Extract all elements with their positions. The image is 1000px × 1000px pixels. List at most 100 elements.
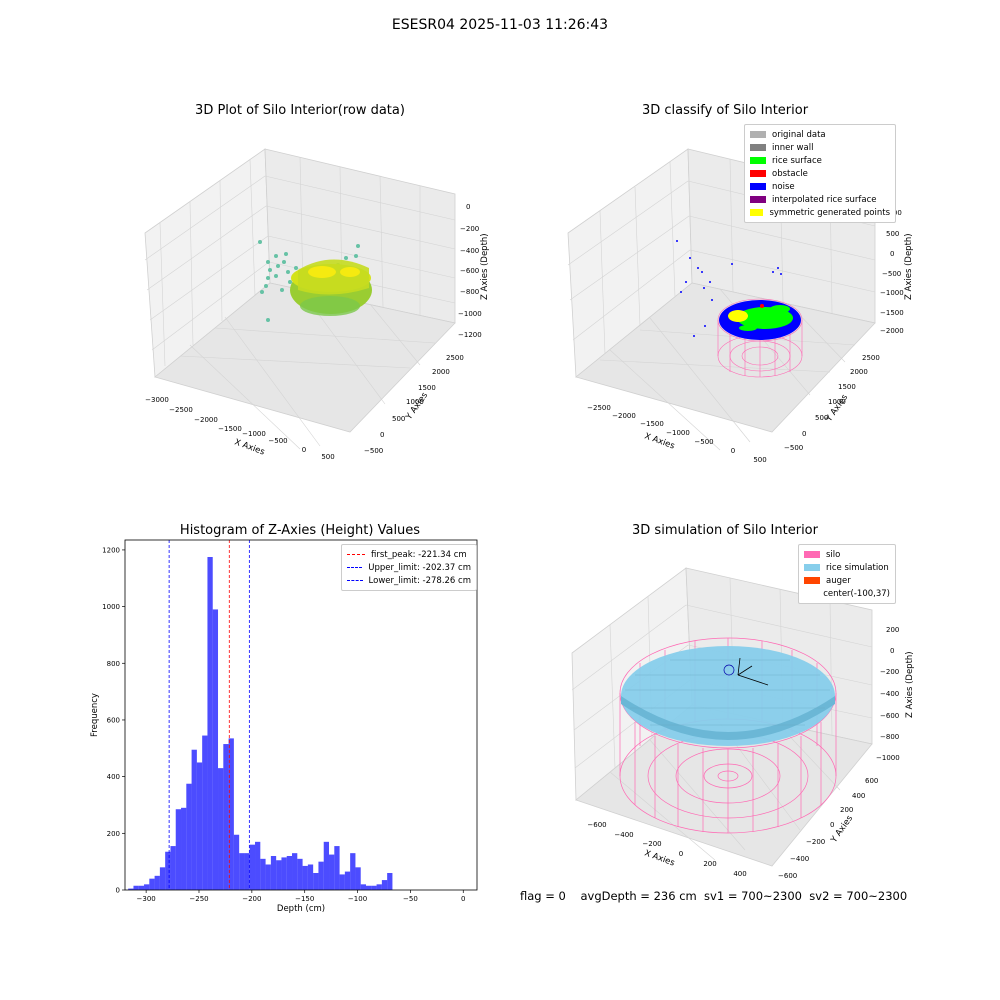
- p4-ztick: 0: [890, 647, 894, 655]
- histogram-bar: [350, 853, 356, 890]
- histogram-xtick-label: −100: [348, 895, 367, 903]
- p4-ytick: −400: [790, 855, 809, 863]
- legend-label: inner wall: [772, 142, 814, 153]
- p1-xtick: 0: [302, 446, 306, 454]
- legend-line: [347, 580, 363, 581]
- p4-xtick: 0: [679, 850, 683, 858]
- histogram-ytick-label: 600: [107, 716, 120, 724]
- legend-label: rice surface: [772, 155, 822, 166]
- p2-xtick: −2000: [612, 412, 636, 420]
- histogram-frame: [124, 539, 478, 891]
- histogram-ytick-label: 400: [107, 773, 120, 781]
- histogram-bar: [307, 864, 314, 890]
- p4-ytick: −200: [806, 838, 825, 846]
- p1-ytick: −500: [364, 447, 383, 455]
- histogram-bar: [149, 878, 155, 890]
- p2-ytick: 0: [802, 430, 806, 438]
- legend-label: Upper_limit: -202.37 cm: [368, 562, 471, 573]
- p4-xtick: 400: [733, 870, 746, 878]
- legend-swatch: [804, 590, 817, 597]
- histogram-bar: [138, 885, 145, 890]
- p4-xlabel: X Axies: [643, 848, 676, 868]
- histogram-bar: [133, 885, 139, 890]
- p2-ztick: −2000: [880, 327, 904, 335]
- histogram-bar: [202, 735, 208, 890]
- panel4-title: 3D simulation of Silo Interior: [632, 523, 818, 538]
- p1-xtick: −2500: [169, 406, 193, 414]
- p2-ytick: 500: [815, 414, 828, 422]
- legend-swatch: [750, 144, 766, 151]
- p2-ytick: 1000: [828, 398, 846, 406]
- legend-entry: interpolated rice surface: [750, 193, 890, 206]
- histogram-bar: [371, 885, 377, 890]
- p1-ztick: −1200: [458, 331, 482, 339]
- histogram-bar: [329, 854, 335, 890]
- panel2-title: 3D classify of Silo Interior: [641, 103, 809, 118]
- histogram-xtick-label: −200: [242, 895, 261, 903]
- histogram-bar: [334, 846, 340, 890]
- legend-entry: auger: [804, 574, 890, 587]
- p1-ytick: 1500: [418, 384, 436, 392]
- histogram-bar: [270, 855, 277, 890]
- p1-ztick: −1000: [458, 310, 482, 318]
- p1-xtick: −2000: [194, 416, 218, 424]
- histogram-bar: [286, 855, 293, 890]
- p1-ztick: 0: [466, 203, 470, 211]
- legend-label: symmetric generated points: [769, 207, 890, 218]
- legend-label: Lower_limit: -278.26 cm: [368, 575, 471, 586]
- legend-entry: noise: [750, 180, 890, 193]
- legend-swatch: [750, 183, 766, 190]
- p1-xtick: 500: [321, 453, 334, 461]
- p4-xtick: −200: [642, 840, 661, 848]
- p2-xtick: −1500: [640, 420, 664, 428]
- histogram-bar: [360, 884, 367, 890]
- histogram-bar: [313, 872, 319, 890]
- legend-entry: original data: [750, 128, 890, 141]
- panel4-3d-plot: −600 −400 −200 0 200 400 −600 −400 −200 …: [571, 567, 915, 880]
- histogram-bar: [339, 874, 345, 890]
- p4-ztick: −400: [880, 690, 899, 698]
- legend-label: silo: [826, 549, 841, 560]
- p1-ytick: 2500: [446, 354, 464, 362]
- p4-ytick: 0: [830, 821, 834, 829]
- histogram-ytick-label: 800: [107, 660, 120, 668]
- panel2-legend: original data inner wall rice surface ob…: [744, 124, 896, 223]
- p1-xtick: −3000: [145, 396, 169, 404]
- legend-label: rice simulation: [826, 562, 889, 573]
- histogram-xlabel: Depth (cm): [277, 904, 325, 914]
- histogram-bar: [128, 888, 134, 890]
- p1-xtick: −1500: [218, 425, 242, 433]
- p2-zlabel: Z Axies (Depth): [904, 233, 914, 300]
- p4-ztick: −1000: [876, 754, 900, 762]
- histogram-bar: [228, 738, 234, 890]
- panel1-3d-plot: −3000 −2500 −2000 −1500 −1000 −500 0 500…: [144, 148, 490, 461]
- histogram-bar: [165, 851, 171, 890]
- legend-label: interpolated rice surface: [772, 194, 877, 205]
- histogram-bar: [376, 884, 382, 890]
- histogram-bar: [355, 867, 361, 890]
- p4-xtick: 200: [703, 860, 716, 868]
- histogram-xtick-label: −150: [295, 895, 314, 903]
- legend-swatch: [750, 209, 764, 216]
- p2-xtick: −1000: [666, 429, 690, 437]
- p2-ztick: −500: [882, 270, 901, 278]
- p2-ytick: 2500: [862, 354, 880, 362]
- histogram-bar: [196, 762, 203, 890]
- histogram-xtick-label: −300: [137, 895, 156, 903]
- p2-xtick: 500: [753, 456, 766, 464]
- histogram-bar: [223, 744, 229, 890]
- histogram-bar: [260, 858, 266, 890]
- p1-xtick: −1000: [242, 430, 266, 438]
- histogram-bar: [218, 768, 224, 890]
- p1-ytick: 1000: [406, 398, 424, 406]
- legend-label: original data: [772, 129, 826, 140]
- p4-xtick: −400: [614, 831, 633, 839]
- histogram-bar: [170, 846, 176, 890]
- histogram-bar: [154, 875, 160, 890]
- legend-entry: silo: [804, 548, 890, 561]
- legend-entry: first_peak: -221.34 cm: [347, 548, 471, 561]
- p2-ztick: −1000: [880, 289, 904, 297]
- histogram-bar: [244, 853, 250, 890]
- histogram-ytick-label: 0: [116, 887, 120, 895]
- p1-ytick: 500: [392, 415, 405, 423]
